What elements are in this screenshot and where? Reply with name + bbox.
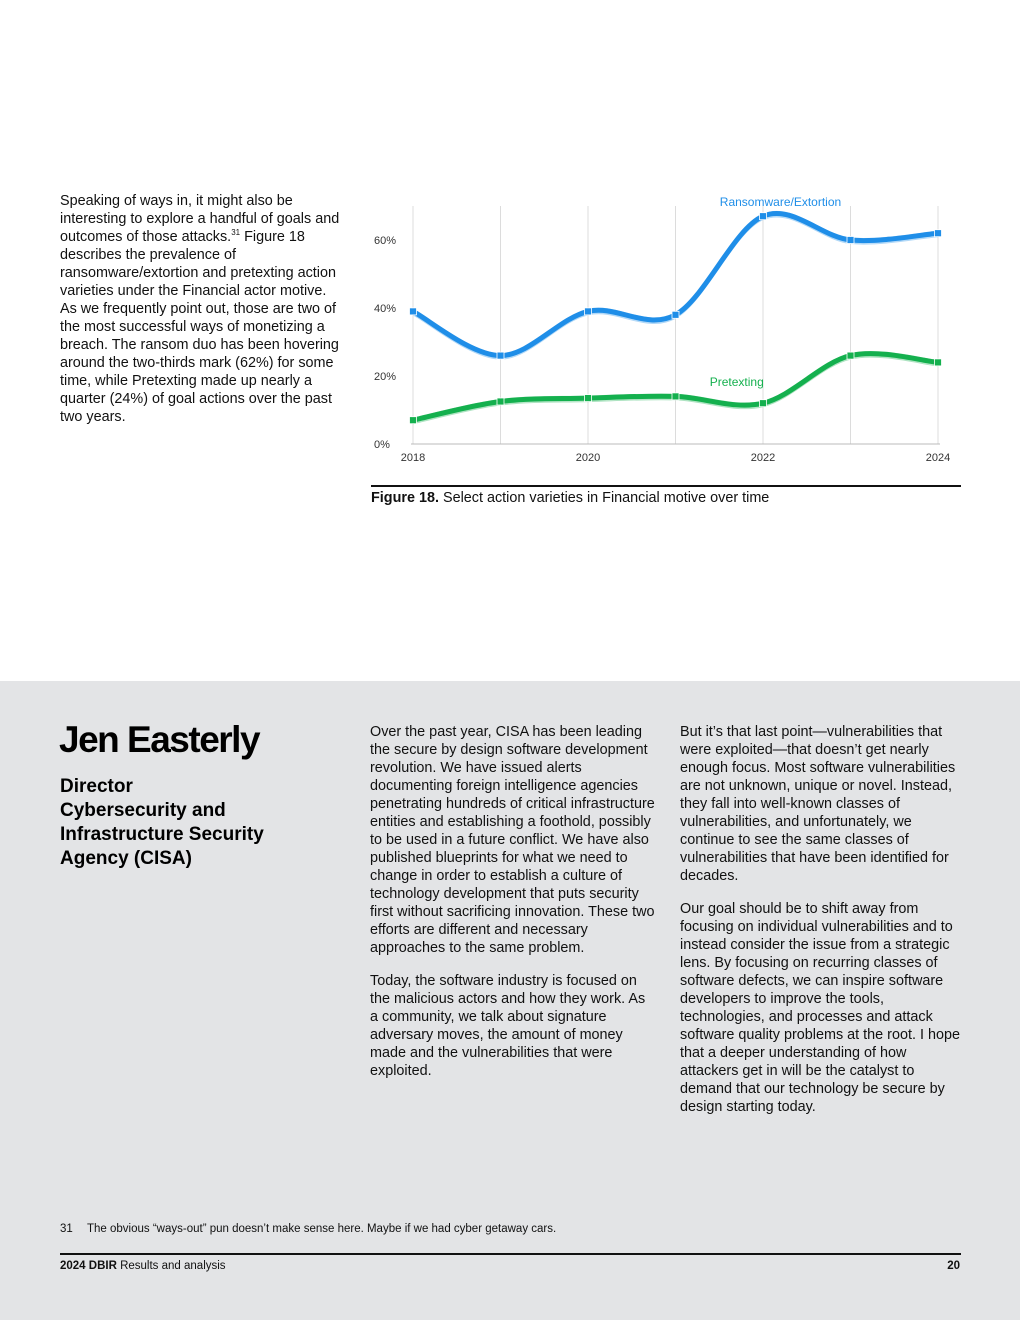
data-point xyxy=(409,307,417,316)
data-point xyxy=(671,392,680,401)
series-label: Pretexting xyxy=(710,375,764,389)
quote-paragraph: Today, the software industry is focused … xyxy=(370,973,646,1079)
data-point xyxy=(671,310,680,319)
data-point xyxy=(409,416,417,425)
data-point xyxy=(934,229,942,238)
figure-caption: Figure 18. Select action varieties in Fi… xyxy=(371,489,769,507)
quote-paragraph: Over the past year, CISA has been leadin… xyxy=(370,724,655,956)
figure-18-chart: 0% 20% 40% 60% 2018 2020 2022 2024 Ransomware/Ex… xyxy=(368,186,962,476)
data-point xyxy=(584,394,592,403)
data-point xyxy=(496,397,505,406)
footnote-text: The obvious “ways-out” pun doesn’t make … xyxy=(87,1223,557,1235)
profile-name: Jen Easterly xyxy=(59,719,261,760)
profile-title: Director Cybersecurity and Infrastructur… xyxy=(60,775,330,871)
data-point xyxy=(846,351,855,360)
figure-rule xyxy=(371,485,961,487)
profile-title-line: Director xyxy=(60,776,133,797)
data-point xyxy=(759,212,767,221)
footer-section-name: Results and analysis xyxy=(116,1260,226,1272)
intro-text-part1: Speaking of ways in, it might also be in… xyxy=(60,193,340,245)
y-tick-label: 0% xyxy=(374,439,390,451)
data-point xyxy=(496,351,505,360)
footnote-number: 31 xyxy=(60,1223,73,1235)
footer-section: 2024 DBIR Results and analysis xyxy=(60,1258,226,1274)
quote-column-1: Over the past year, CISA has been leadin… xyxy=(370,723,655,1095)
data-point xyxy=(759,399,767,408)
y-tick-label: 60% xyxy=(374,235,396,247)
footer-report-name: 2024 DBIR xyxy=(60,1260,117,1272)
line-chart-svg: 0% 20% 40% 60% 2018 2020 2022 2024 Ransomware/Ex… xyxy=(374,195,950,464)
quote-paragraph: Our goal should be to shift away from fo… xyxy=(680,901,960,1115)
footnote: 31 The obvious “ways-out” pun doesn’t mak… xyxy=(60,1221,556,1237)
quote-column-2: But it’s that last point—vulnerabilities… xyxy=(680,723,965,1131)
intro-text-part2: Figure 18 describes the prevalence of ra… xyxy=(60,229,339,425)
profile-title-line: Infrastructure Security xyxy=(60,824,264,845)
figure-label: Figure 18. xyxy=(371,490,439,506)
footer-rule xyxy=(60,1253,961,1255)
quote-paragraph: But it’s that last point—vulnerabilities… xyxy=(680,724,956,884)
x-tick-label: 2024 xyxy=(926,452,950,464)
page-number: 20 xyxy=(947,1260,960,1272)
x-tick-label: 2018 xyxy=(401,452,425,464)
x-tick-label: 2022 xyxy=(751,452,775,464)
data-point xyxy=(584,307,592,316)
data-point xyxy=(846,236,855,244)
interview-panel xyxy=(0,681,1020,1320)
data-point xyxy=(934,358,942,367)
intro-paragraph: Speaking of ways in, it might also be in… xyxy=(60,192,345,426)
series-label: Ransomware/Extortion xyxy=(720,195,841,209)
profile-title-line: Agency (CISA) xyxy=(60,848,192,869)
figure-caption-text: Select action varieties in Financial mot… xyxy=(438,490,770,506)
profile-title-line: Cybersecurity and xyxy=(60,800,226,821)
y-tick-label: 40% xyxy=(374,303,396,315)
x-tick-label: 2020 xyxy=(576,452,600,464)
footnote-reference[interactable]: 31 xyxy=(231,228,241,237)
y-tick-label: 20% xyxy=(374,371,396,383)
